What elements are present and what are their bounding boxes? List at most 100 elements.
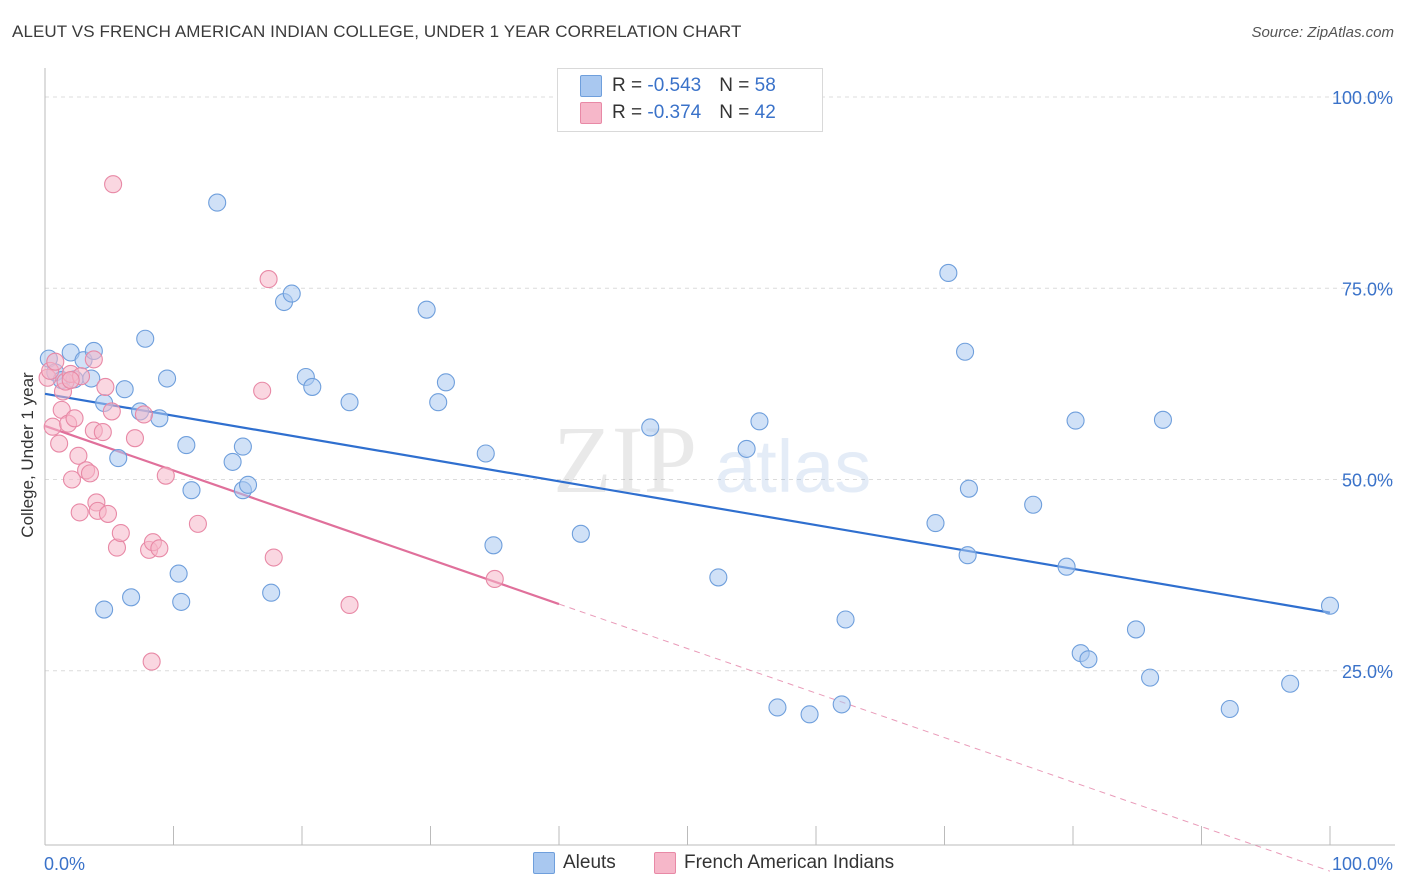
french-american-indians-point [156, 466, 175, 485]
aleuts-point [737, 439, 756, 458]
y-tick-label: 100.0% [1332, 88, 1393, 108]
legend-item-aleuts: Aleuts [533, 852, 616, 876]
aleuts-point [169, 564, 188, 583]
y-tick-label: 50.0% [1342, 471, 1393, 491]
french-american-indians-legend-label: French American Indians [684, 852, 895, 873]
aleuts-point [1153, 410, 1172, 429]
aleuts-point [709, 568, 728, 587]
french-american-indians-point [259, 270, 278, 289]
r-value: -0.543 [647, 75, 702, 96]
aleuts-point [1141, 668, 1160, 687]
aleuts-point [340, 393, 359, 412]
aleuts-point [303, 377, 322, 396]
aleuts-point [429, 393, 448, 412]
tick-labels: 100.0% 75.0% 50.0% 25.0% 0.0% 100.0% [44, 88, 1393, 874]
french-american-indians-legend-swatch [654, 852, 676, 874]
aleuts-point [262, 583, 281, 602]
aleuts-point [832, 695, 851, 714]
aleuts-point [208, 193, 227, 212]
y-axis-label: College, Under 1 year [18, 372, 37, 538]
aleuts-point [1024, 495, 1043, 514]
french-american-indians-point [134, 405, 153, 424]
french-american-indians-point [150, 539, 169, 558]
aleuts-legend-label: Aleuts [563, 852, 616, 873]
data-points [38, 175, 1340, 724]
aleuts-point [641, 418, 660, 437]
watermark: ZIP atlas [553, 406, 871, 513]
french-american-indians-point [253, 381, 272, 400]
aleuts-point [800, 705, 819, 724]
french-american-indians-point [46, 352, 65, 371]
aleuts-point [1126, 620, 1146, 639]
french-american-indians-point [84, 350, 103, 369]
aleuts-point [223, 452, 242, 471]
french-american-indians-point [188, 514, 207, 533]
aleuts-point [1066, 411, 1085, 430]
aleuts-point [109, 449, 128, 468]
chart-title: ALEUT VS FRENCH AMERICAN INDIAN COLLEGE,… [12, 22, 742, 41]
aleuts-point [177, 436, 196, 455]
aleuts-point [956, 342, 975, 361]
french-american-indians-point [340, 595, 359, 615]
axes [44, 68, 1395, 846]
x-tick-label: 100.0% [1332, 854, 1393, 874]
watermark-zip: ZIP [553, 406, 697, 513]
aleuts-point [158, 369, 177, 388]
y-tick-label: 75.0% [1342, 279, 1393, 299]
french-american-indians-trend-line [44, 424, 560, 606]
n-value: 58 [754, 75, 776, 96]
aleuts-point [958, 546, 977, 565]
french-american-indians-trend-extension [558, 603, 1331, 872]
aleuts-point [233, 437, 252, 456]
french-american-indians-point [61, 370, 80, 390]
french-american-indians-point [70, 503, 89, 522]
french-american-indians-point [43, 417, 62, 436]
french-american-indians-point [264, 548, 283, 567]
y-tick-label: 25.0% [1342, 662, 1393, 682]
aleuts-point [172, 592, 191, 611]
aleuts-point [476, 444, 495, 463]
french-american-indians-point [65, 409, 84, 428]
r-label: R = [612, 75, 648, 96]
aleuts-point [182, 481, 201, 500]
aleuts-point [750, 412, 769, 431]
french-american-indians-point [142, 652, 161, 671]
source-credit: Source: ZipAtlas.com [1251, 24, 1394, 41]
r-value: -0.374 [647, 102, 702, 123]
correlation-legend: R = -0.543 N = 58 R = -0.374 N = 42 [557, 68, 823, 132]
french-american-indians-point [125, 429, 144, 448]
aleuts-trend-line [44, 392, 1331, 614]
aleuts-point [571, 524, 590, 543]
trend-lines [44, 392, 1331, 872]
french-american-indians-point [69, 446, 88, 465]
french-american-indians-point [96, 377, 115, 396]
aleuts-point [1079, 650, 1098, 669]
aleuts-point [238, 475, 258, 494]
legend-row-french-american-indians: R = -0.374 N = 42 [580, 102, 776, 126]
french-american-indians-point [98, 504, 118, 523]
aleuts-point [115, 380, 134, 399]
legend-item-french-american-indians: French American Indians [654, 852, 894, 876]
french-american-indians-point [102, 402, 121, 421]
aleuts-point [282, 284, 301, 303]
aleuts-point [95, 600, 114, 619]
n-label: N = [719, 75, 755, 96]
legend-row-aleuts: R = -0.543 N = 58 [580, 75, 776, 99]
aleuts-point [926, 514, 945, 533]
aleuts-point [150, 409, 169, 428]
aleuts-point [136, 329, 155, 348]
aleuts-legend-swatch [533, 852, 555, 874]
x-tick-label: 0.0% [44, 854, 85, 874]
aleuts-point [1320, 596, 1340, 615]
french-american-indians-point [93, 423, 112, 442]
french-american-indians-point [50, 434, 69, 453]
aleuts-point [417, 300, 436, 319]
french-american-indians-point [62, 470, 82, 489]
aleuts-point [959, 479, 978, 498]
aleuts-point [436, 373, 455, 392]
aleuts-point [1220, 699, 1239, 719]
french-american-indians-point [80, 464, 100, 483]
aleuts-point [768, 698, 787, 717]
french-american-indians-point [485, 569, 504, 589]
